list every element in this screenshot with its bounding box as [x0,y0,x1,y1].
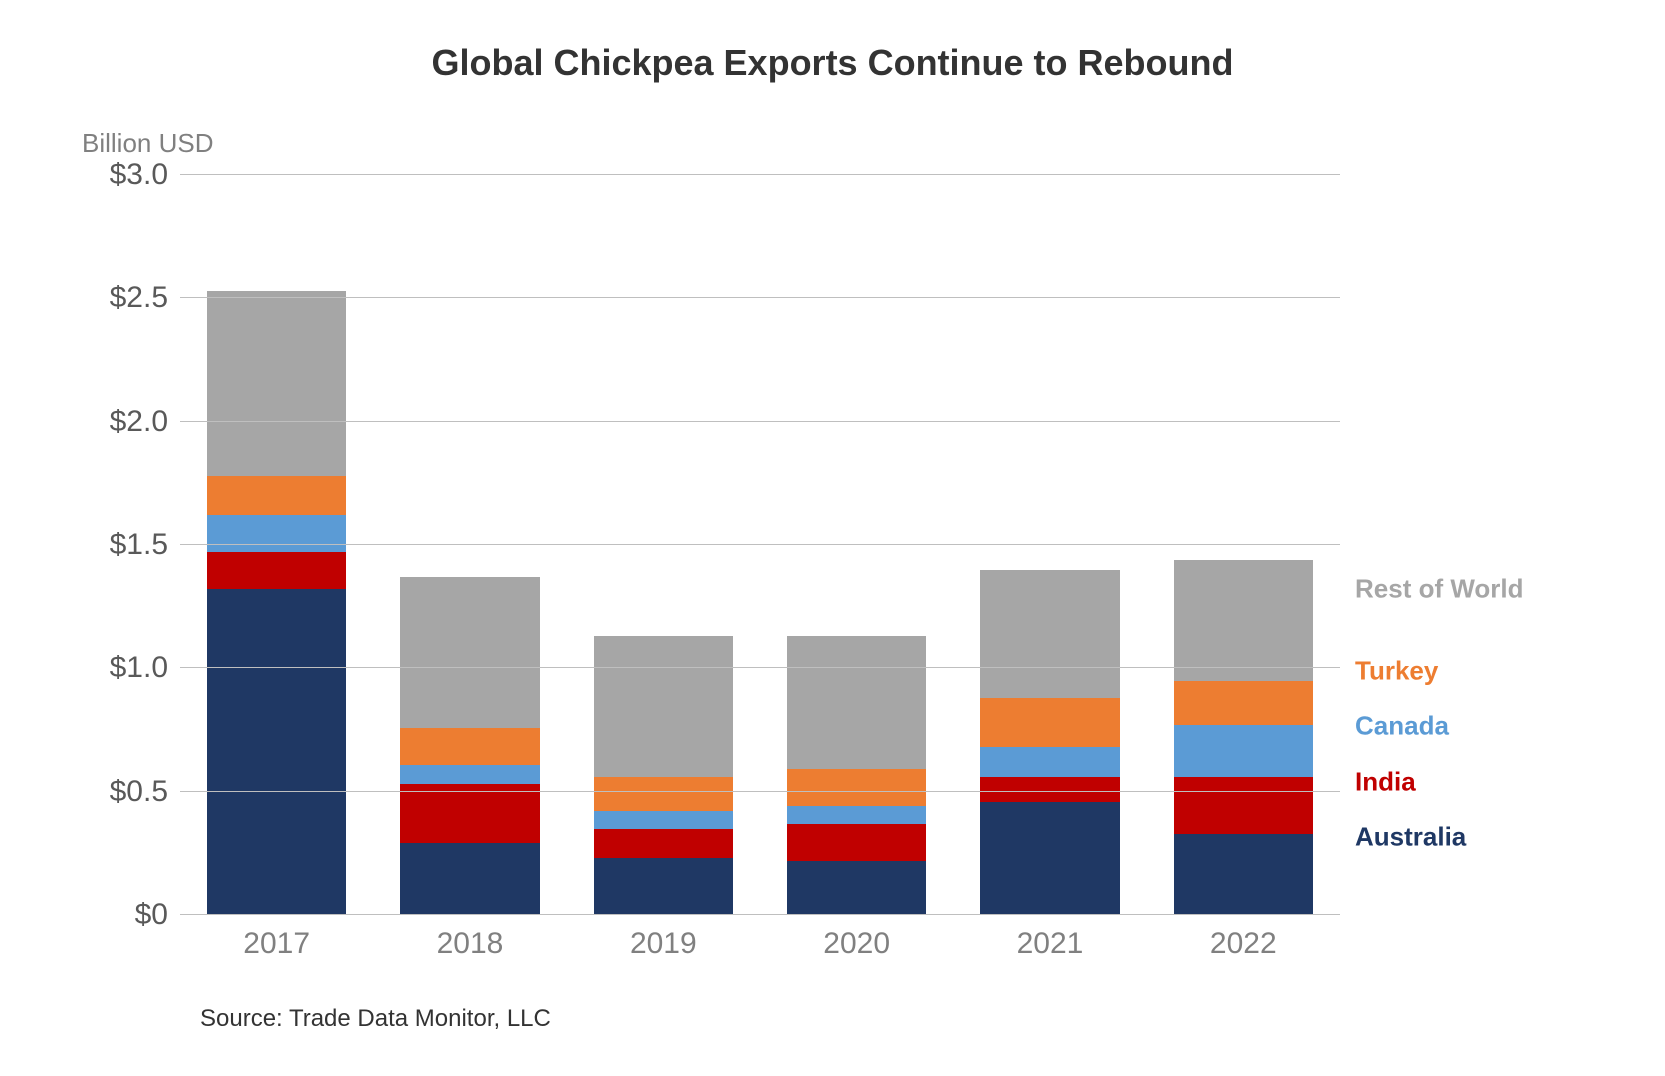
segment-australia [207,589,346,915]
segment-turkey [207,476,346,515]
segment-turkey [594,777,733,812]
legend-item-australia: Australia [1355,822,1466,853]
gridline [180,791,1340,792]
segment-canada [980,747,1119,777]
chart-title: Global Chickpea Exports Continue to Rebo… [0,42,1665,84]
segment-turkey [787,769,926,806]
bar-2018 [400,577,539,915]
segment-australia [980,802,1119,915]
segment-india [400,784,539,843]
segment-india [980,777,1119,802]
plot-area: 201720182019202020212022 $0$0.5$1.0$1.5$… [180,175,1340,915]
x-tick-label: 2020 [823,915,890,961]
segment-turkey [980,698,1119,747]
y-axis-title: Billion USD [82,128,214,159]
bar-slot: 2020 [760,175,953,915]
segment-india [1174,777,1313,834]
segment-india [594,829,733,859]
legend-item-turkey: Turkey [1355,655,1438,686]
segment-canada [787,806,926,823]
y-tick-label: $3.0 [110,158,180,192]
bar-slot: 2017 [180,175,373,915]
x-tick-label: 2017 [243,915,310,961]
bar-slot: 2019 [567,175,760,915]
legend-item-india: India [1355,766,1416,797]
bar-2017 [207,291,346,915]
segment-australia [594,858,733,915]
y-tick-label: $0 [135,898,180,932]
gridline [180,667,1340,668]
x-tick-label: 2018 [437,915,504,961]
segment-turkey [1174,681,1313,725]
y-tick-label: $2.0 [110,405,180,439]
y-tick-label: $2.5 [110,281,180,315]
y-tick-label: $0.5 [110,775,180,809]
legend-item-rest_of_world: Rest of World [1355,574,1524,605]
segment-rest_of_world [787,636,926,769]
bar-2019 [594,636,733,915]
gridline [180,914,1340,915]
segment-turkey [400,728,539,765]
chart-container: Global Chickpea Exports Continue to Rebo… [0,0,1665,1076]
bar-2020 [787,636,926,915]
gridline [180,174,1340,175]
segment-rest_of_world [1174,560,1313,681]
segment-rest_of_world [400,577,539,727]
segment-australia [1174,834,1313,915]
bar-slot: 2021 [953,175,1146,915]
gridline [180,544,1340,545]
bar-2021 [980,570,1119,915]
source-text: Source: Trade Data Monitor, LLC [200,1005,551,1033]
x-tick-label: 2022 [1210,915,1277,961]
segment-india [787,824,926,861]
y-tick-label: $1.0 [110,651,180,685]
segment-australia [787,861,926,915]
legend-item-canada: Canada [1355,711,1449,742]
y-tick-label: $1.5 [110,528,180,562]
segment-australia [400,843,539,915]
segment-india [207,552,346,589]
segment-canada [400,765,539,785]
bars-row: 201720182019202020212022 [180,175,1340,915]
bar-slot: 2022 [1147,175,1340,915]
segment-canada [207,515,346,552]
gridline [180,421,1340,422]
segment-canada [1174,725,1313,777]
segment-canada [594,811,733,828]
segment-rest_of_world [207,291,346,476]
x-tick-label: 2019 [630,915,697,961]
gridline [180,297,1340,298]
bar-2022 [1174,560,1313,915]
segment-rest_of_world [594,636,733,777]
bar-slot: 2018 [373,175,566,915]
x-tick-label: 2021 [1017,915,1084,961]
segment-rest_of_world [980,570,1119,698]
